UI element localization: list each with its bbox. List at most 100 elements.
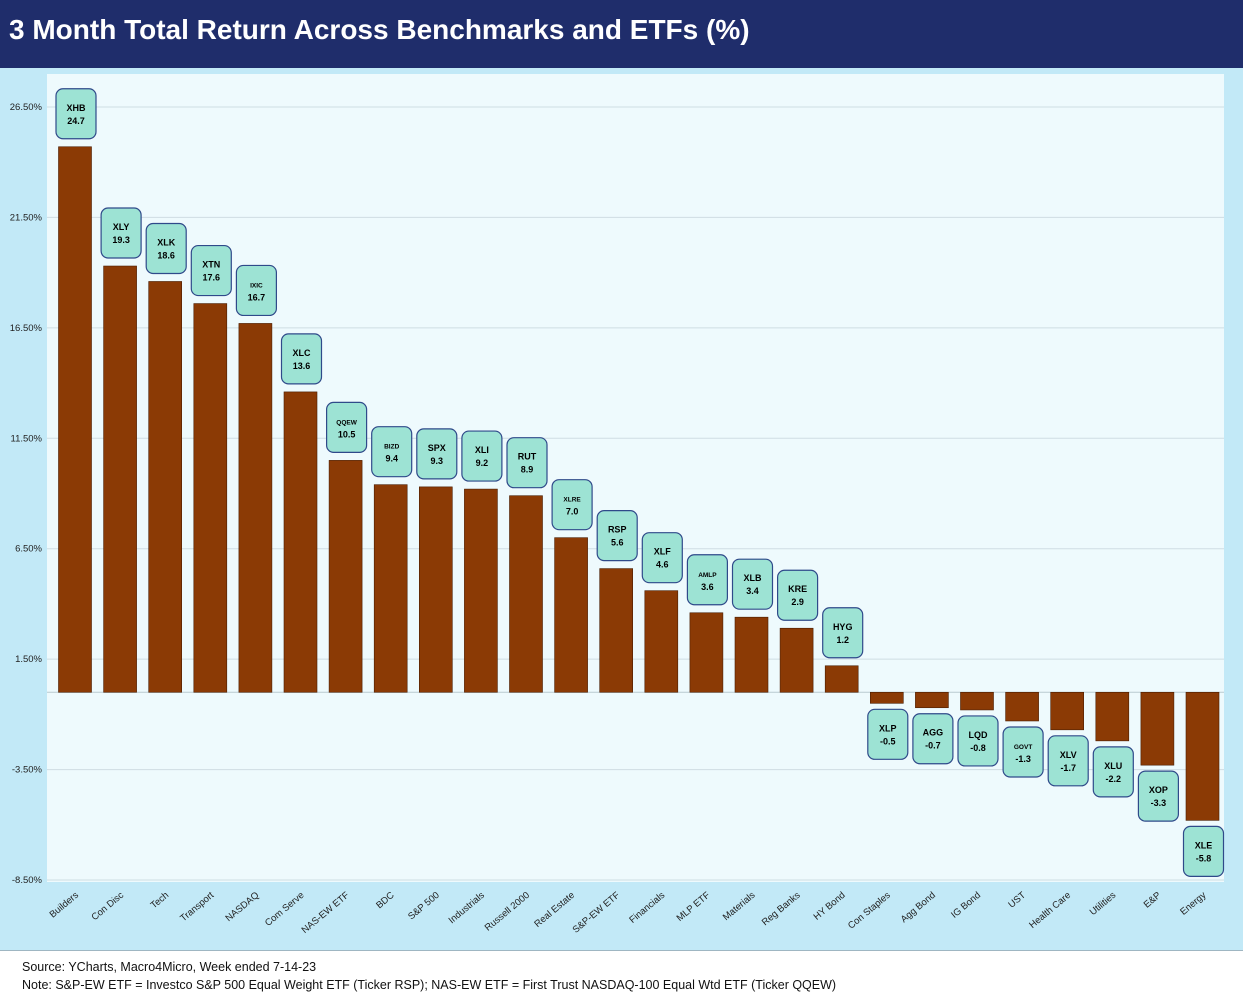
value-label: 18.6 bbox=[157, 250, 175, 260]
value-label: -3.3 bbox=[1151, 798, 1167, 808]
value-label: 8.9 bbox=[521, 465, 534, 475]
bar bbox=[103, 265, 137, 693]
value-label: 1.2 bbox=[836, 635, 849, 645]
data-label: RSP 5.6 bbox=[596, 509, 638, 562]
y-tick-label: -3.50% bbox=[12, 765, 43, 776]
ticker-label: IXIC bbox=[250, 282, 263, 289]
value-label: -0.7 bbox=[925, 741, 941, 751]
data-label: XHB 24.7 bbox=[55, 88, 97, 140]
data-label-box bbox=[506, 437, 548, 489]
data-label-box bbox=[145, 222, 187, 275]
value-label: 16.7 bbox=[248, 292, 266, 302]
data-label-box bbox=[416, 428, 458, 480]
value-label: -2.2 bbox=[1106, 774, 1122, 784]
data-label: BIZD 9.4 bbox=[371, 426, 413, 478]
data-label: XLI 9.2 bbox=[461, 430, 503, 482]
ticker-label: XLF bbox=[654, 547, 672, 557]
data-label-box bbox=[822, 607, 864, 659]
x-tick-label: MLP ETF bbox=[675, 890, 713, 924]
x-tick-label: Con Staples bbox=[846, 890, 893, 932]
ticker-label: XLP bbox=[879, 723, 897, 733]
value-label: -1.7 bbox=[1060, 763, 1076, 773]
data-label-box bbox=[776, 569, 819, 621]
data-label-box bbox=[100, 207, 142, 259]
data-label-box bbox=[551, 479, 593, 531]
ticker-label: XLE bbox=[1195, 840, 1213, 850]
data-label: AGG -0.7 bbox=[912, 713, 954, 765]
ticker-label: LQD bbox=[969, 730, 988, 740]
bar bbox=[689, 612, 724, 693]
value-label: 17.6 bbox=[203, 273, 221, 283]
ticker-label: AGG bbox=[923, 728, 944, 738]
data-label-box bbox=[686, 554, 729, 606]
x-tick-label: Energy bbox=[1178, 890, 1208, 918]
x-tick-label: Industrials bbox=[447, 890, 487, 926]
data-label: XLE -5.8 bbox=[1182, 825, 1225, 877]
x-tick-label: BDC bbox=[374, 890, 397, 911]
ticker-label: RSP bbox=[608, 525, 627, 535]
bar bbox=[464, 488, 498, 693]
y-tick-label: 1.50% bbox=[15, 654, 42, 665]
x-tick-label: NAS-EW ETF bbox=[300, 890, 352, 936]
data-label: GOVT -1.3 bbox=[1002, 726, 1044, 778]
bar bbox=[915, 691, 949, 709]
data-label-box bbox=[596, 509, 638, 562]
ticker-label: XLB bbox=[744, 573, 763, 583]
bar bbox=[1095, 691, 1130, 742]
data-label-box bbox=[235, 264, 277, 317]
ticker-label: XLK bbox=[157, 237, 176, 247]
value-label: 3.4 bbox=[746, 586, 759, 596]
data-label: RUT 8.9 bbox=[506, 437, 548, 489]
bar bbox=[734, 616, 769, 693]
x-tick-label: S&P-EW ETF bbox=[571, 890, 623, 936]
x-tick-label: S&P 500 bbox=[406, 890, 442, 922]
data-label: IXIC 16.7 bbox=[235, 264, 277, 317]
chart-panel: 26.50% 21.50% 16.50% 11.50% 6.50% 1.50% -3.50%… bbox=[0, 68, 1243, 950]
data-label: XLV -1.7 bbox=[1047, 735, 1089, 787]
x-tick-label: Com Serve bbox=[263, 890, 306, 929]
x-tick-label: HY Bond bbox=[812, 890, 848, 923]
x-tick-label: Real Estate bbox=[532, 890, 577, 930]
ticker-label: XTN bbox=[202, 260, 220, 270]
bar bbox=[509, 495, 543, 693]
bar bbox=[1050, 691, 1084, 731]
bar bbox=[869, 691, 904, 704]
x-tick-label: Transport bbox=[178, 890, 216, 925]
data-label-box bbox=[190, 244, 232, 297]
data-label: XTN 17.6 bbox=[190, 244, 232, 297]
ticker-label: XLRE bbox=[563, 497, 581, 504]
ticker-label: XLY bbox=[113, 222, 130, 232]
data-label-box bbox=[1182, 825, 1225, 877]
x-tick-label: IG Bond bbox=[949, 890, 983, 921]
data-label-box bbox=[280, 333, 323, 385]
y-tick-label: 21.50% bbox=[10, 212, 43, 223]
ticker-label: RUT bbox=[518, 452, 537, 462]
bar bbox=[644, 590, 679, 693]
bar bbox=[824, 665, 859, 693]
data-label: SPX 9.3 bbox=[416, 428, 458, 480]
bar bbox=[238, 323, 273, 693]
bar bbox=[1005, 691, 1039, 722]
bar bbox=[148, 281, 182, 693]
value-label: 5.6 bbox=[611, 538, 624, 548]
value-label: 4.6 bbox=[656, 560, 669, 570]
x-tick-label: Tech bbox=[149, 890, 171, 911]
bar bbox=[58, 146, 92, 693]
chart-title: 3 Month Total Return Across Benchmarks a… bbox=[9, 14, 750, 45]
data-label: LQD -0.8 bbox=[957, 715, 999, 767]
y-axis-ticks: 26.50% 21.50% 16.50% 11.50% 6.50% 1.50% -3.50%… bbox=[10, 102, 43, 886]
value-label: 13.6 bbox=[293, 361, 311, 371]
data-label: XLRE 7.0 bbox=[551, 479, 593, 531]
value-label: -0.8 bbox=[970, 743, 986, 753]
data-label: HYG 1.2 bbox=[822, 607, 864, 659]
bar bbox=[373, 484, 408, 693]
bar bbox=[193, 303, 228, 693]
x-tick-label: Materials bbox=[721, 890, 758, 923]
value-label: 9.2 bbox=[476, 458, 489, 468]
value-label: 9.4 bbox=[385, 454, 398, 464]
x-tick-label: Financials bbox=[627, 890, 667, 926]
y-tick-label: 6.50% bbox=[15, 544, 42, 555]
bar bbox=[554, 537, 588, 693]
data-label: XOP -3.3 bbox=[1137, 770, 1180, 822]
data-label-box bbox=[1137, 770, 1180, 822]
